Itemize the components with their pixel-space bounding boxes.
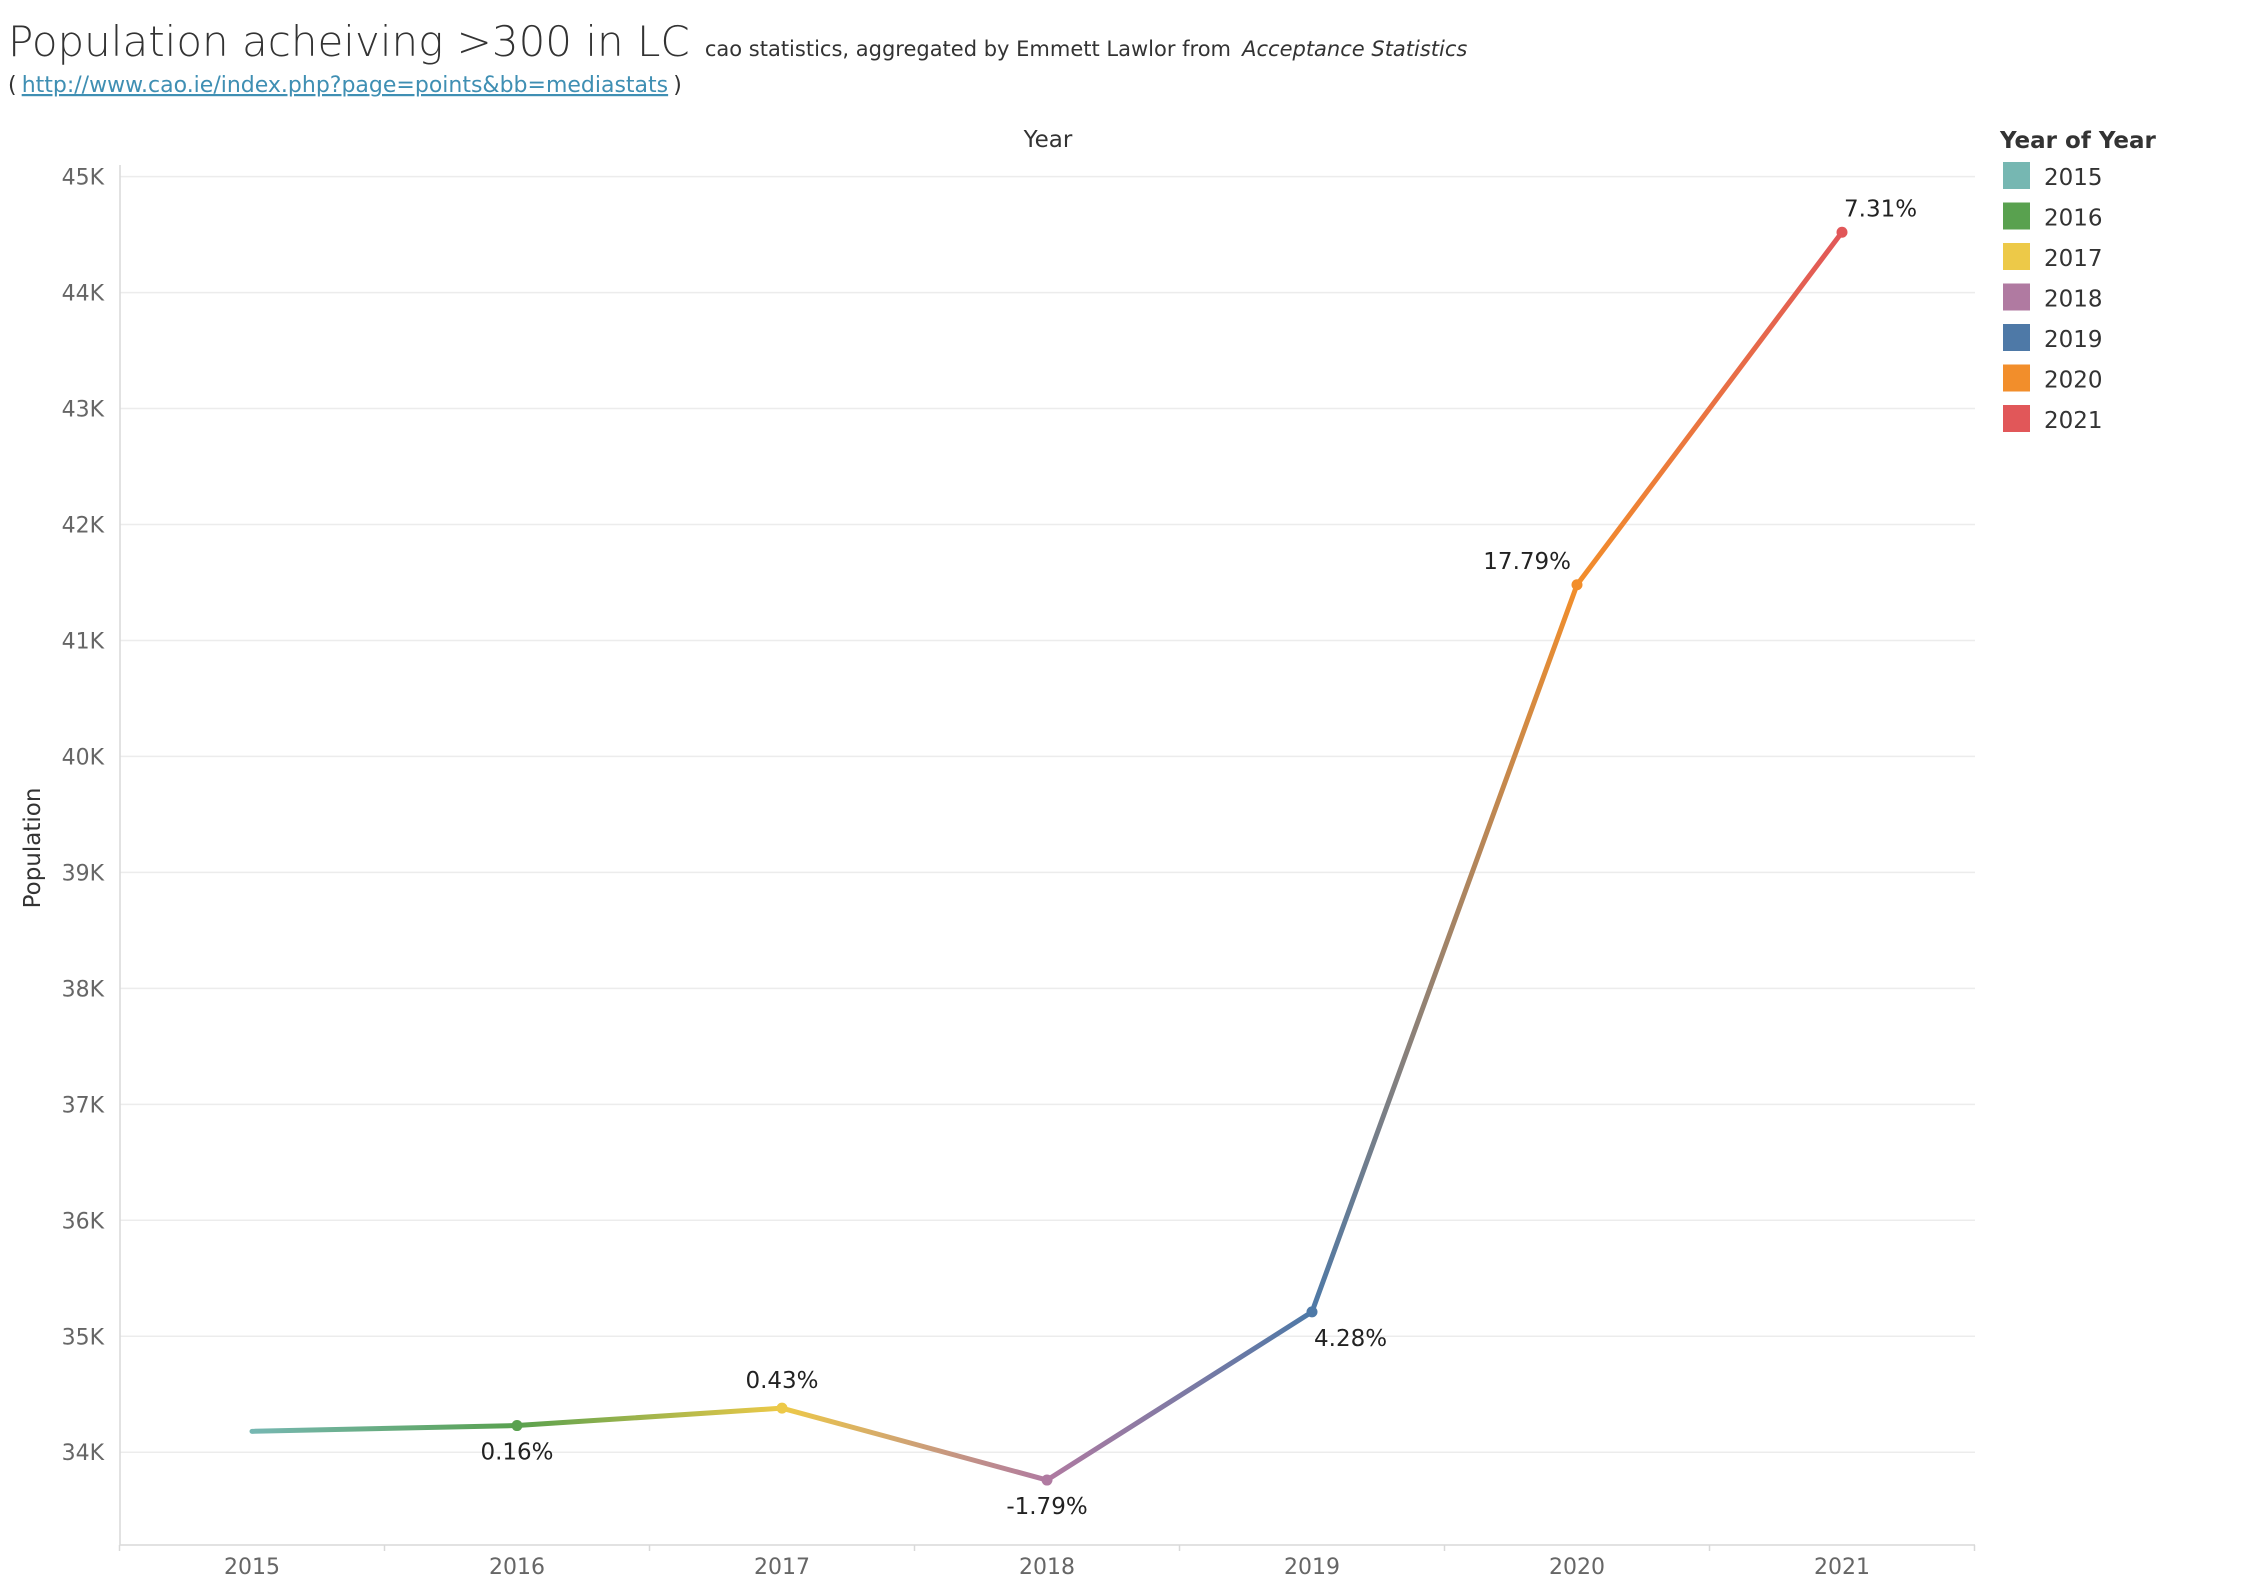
- chart-title-main: Population acheiving >300 in LC: [8, 17, 690, 66]
- legend-swatch[interactable]: [2003, 364, 2030, 392]
- y-tick-label: 43K: [62, 398, 105, 423]
- line-segment: [1044, 1309, 1315, 1483]
- legend-label[interactable]: 2021: [2044, 408, 2103, 434]
- legend-swatch[interactable]: [2003, 243, 2030, 270]
- line-segment: [779, 1405, 1050, 1483]
- x-tick-label: 2021: [1814, 1555, 1870, 1576]
- y-tick-label: 35K: [62, 1325, 105, 1350]
- source-close-paren: ): [673, 73, 682, 98]
- legend-label[interactable]: 2015: [2044, 165, 2103, 191]
- legend-label[interactable]: 2016: [2044, 206, 2103, 232]
- line-segment: [1574, 229, 1845, 588]
- x-axis-ticks: 2015 2016 2017 2018 2019 2020 2021: [118, 1545, 1976, 1576]
- series-line: [249, 229, 1845, 1483]
- y-tick-label: 37K: [62, 1093, 105, 1118]
- legend-label[interactable]: 2020: [2044, 368, 2103, 394]
- y-tick-label: 44K: [62, 282, 105, 307]
- y-axis-title: Population: [20, 788, 46, 909]
- legend-swatch[interactable]: [2003, 162, 2030, 189]
- x-axis-title: Year: [1023, 127, 1073, 153]
- y-tick-label: 45K: [62, 166, 105, 191]
- legend-label[interactable]: 2019: [2044, 327, 2103, 353]
- data-label: 7.31%: [1844, 196, 1917, 222]
- gridlines: [120, 175, 1975, 1453]
- line-segment: [1309, 582, 1580, 1315]
- line-segment: [514, 1405, 785, 1429]
- line-segment: [249, 1423, 520, 1434]
- data-label: 4.28%: [1314, 1326, 1387, 1352]
- legend-swatch[interactable]: [2003, 202, 2030, 230]
- y-tick-label: 34K: [62, 1441, 105, 1466]
- legend-swatch[interactable]: [2003, 324, 2030, 351]
- y-axis-ticks: 34K 35K 36K 37K 38K 39K 40K 41K 42K 43K 44K 45K: [62, 166, 105, 1467]
- chart-subtitle: cao statistics, aggregated by Emmett Law…: [705, 37, 1231, 61]
- y-tick-label: 39K: [62, 861, 105, 886]
- y-tick-label: 42K: [62, 513, 105, 538]
- data-point[interactable]: [1041, 1474, 1053, 1486]
- x-tick-label: 2018: [1019, 1555, 1075, 1576]
- x-tick-label: 2016: [489, 1555, 545, 1576]
- data-label: 0.16%: [480, 1440, 553, 1466]
- series-points: [511, 226, 1848, 1486]
- chart-subtitle-source: Acceptance Statistics: [1240, 37, 1467, 61]
- data-point[interactable]: [511, 1420, 523, 1432]
- legend-label[interactable]: 2018: [2044, 287, 2103, 313]
- legend-title: Year of Year: [1999, 128, 2156, 154]
- data-point[interactable]: [1306, 1306, 1318, 1318]
- data-label: 17.79%: [1483, 549, 1571, 575]
- data-point[interactable]: [776, 1402, 788, 1414]
- x-tick-label: 2019: [1284, 1555, 1340, 1576]
- y-tick-label: 41K: [62, 629, 105, 654]
- y-tick-label: 38K: [62, 977, 105, 1002]
- legend-swatch[interactable]: [2003, 283, 2030, 311]
- data-point[interactable]: [1571, 579, 1583, 591]
- data-point[interactable]: [1836, 226, 1848, 238]
- source-line: ( http://www.cao.ie/index.php?page=point…: [8, 73, 682, 98]
- x-tick-label: 2020: [1549, 1555, 1605, 1576]
- axes: [119, 165, 1975, 1546]
- source-link[interactable]: http://www.cao.ie/index.php?page=points&…: [22, 73, 668, 98]
- data-labels: 0.16% 0.43% -1.79% 4.28% 17.79% 7.31%: [480, 196, 1917, 1520]
- chart-title: Population acheiving >300 in LC cao stat…: [8, 17, 1467, 66]
- source-open-paren: (: [8, 73, 17, 98]
- y-tick-label: 36K: [62, 1209, 105, 1234]
- data-label: -1.79%: [1006, 1494, 1087, 1520]
- x-tick-label: 2017: [754, 1555, 810, 1576]
- y-tick-label: 40K: [62, 745, 105, 770]
- legend-swatch[interactable]: [2003, 405, 2030, 432]
- legend: Year of Year 2015 2016 2017 2018 2019 2020 202…: [1999, 128, 2156, 434]
- data-label: 0.43%: [745, 1368, 818, 1394]
- x-tick-label: 2015: [224, 1555, 280, 1576]
- legend-label[interactable]: 2017: [2044, 246, 2103, 272]
